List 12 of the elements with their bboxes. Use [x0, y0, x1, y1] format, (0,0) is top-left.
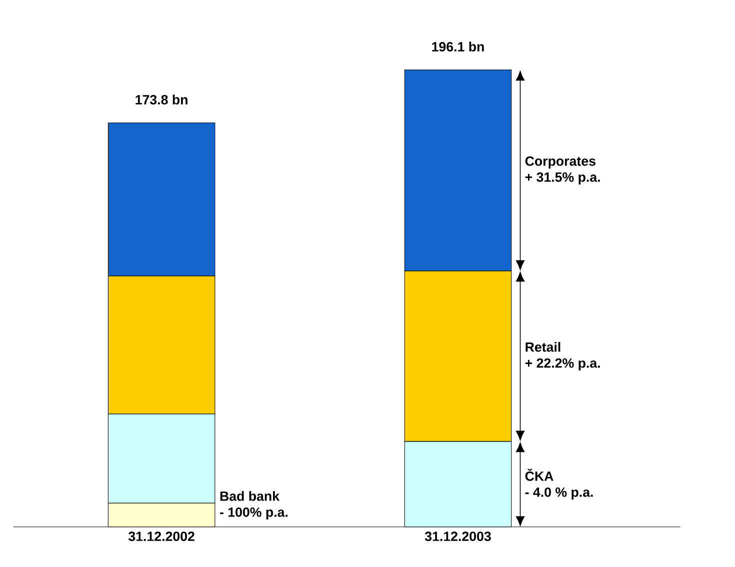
annotation: + 22.2% p.a. [525, 358, 600, 370]
series-label: Corporates [525, 156, 596, 169]
annotation: 196.1 bn [432, 42, 484, 52]
series-label: Bad bank [220, 491, 280, 501]
annotation: 173.8 bn [136, 94, 188, 105]
annotation: - 100% p.a. [220, 507, 288, 520]
annotation: + 31.5% p.a. [525, 172, 600, 185]
x-tick-label: 31.12.2003 [424, 532, 491, 542]
x-tick-label: 31.12.2002 [128, 532, 194, 542]
series-label: Retail [526, 342, 560, 352]
series-label: ČKA [525, 468, 554, 481]
annotation: - 4.0 % p.a. [525, 487, 593, 500]
